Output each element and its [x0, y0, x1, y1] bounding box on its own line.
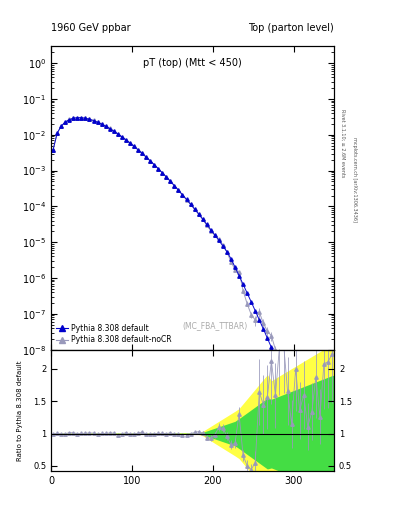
Legend: Pythia 8.308 default, Pythia 8.308 default-noCR: Pythia 8.308 default, Pythia 8.308 defau… — [55, 323, 173, 346]
Text: (MC_FBA_TTBAR): (MC_FBA_TTBAR) — [183, 321, 248, 330]
Text: Rivet 3.1.10; ≥ 2.6M events: Rivet 3.1.10; ≥ 2.6M events — [340, 109, 345, 178]
Text: 1960 GeV ppbar: 1960 GeV ppbar — [51, 23, 131, 33]
Y-axis label: Ratio to Pythia 8.308 default: Ratio to Pythia 8.308 default — [17, 360, 23, 461]
Text: mcplots.cern.ch [arXiv:1306.3436]: mcplots.cern.ch [arXiv:1306.3436] — [352, 137, 357, 222]
Text: Top (parton level): Top (parton level) — [248, 23, 334, 33]
Text: pT (top) (Mtt < 450): pT (top) (Mtt < 450) — [143, 58, 242, 68]
